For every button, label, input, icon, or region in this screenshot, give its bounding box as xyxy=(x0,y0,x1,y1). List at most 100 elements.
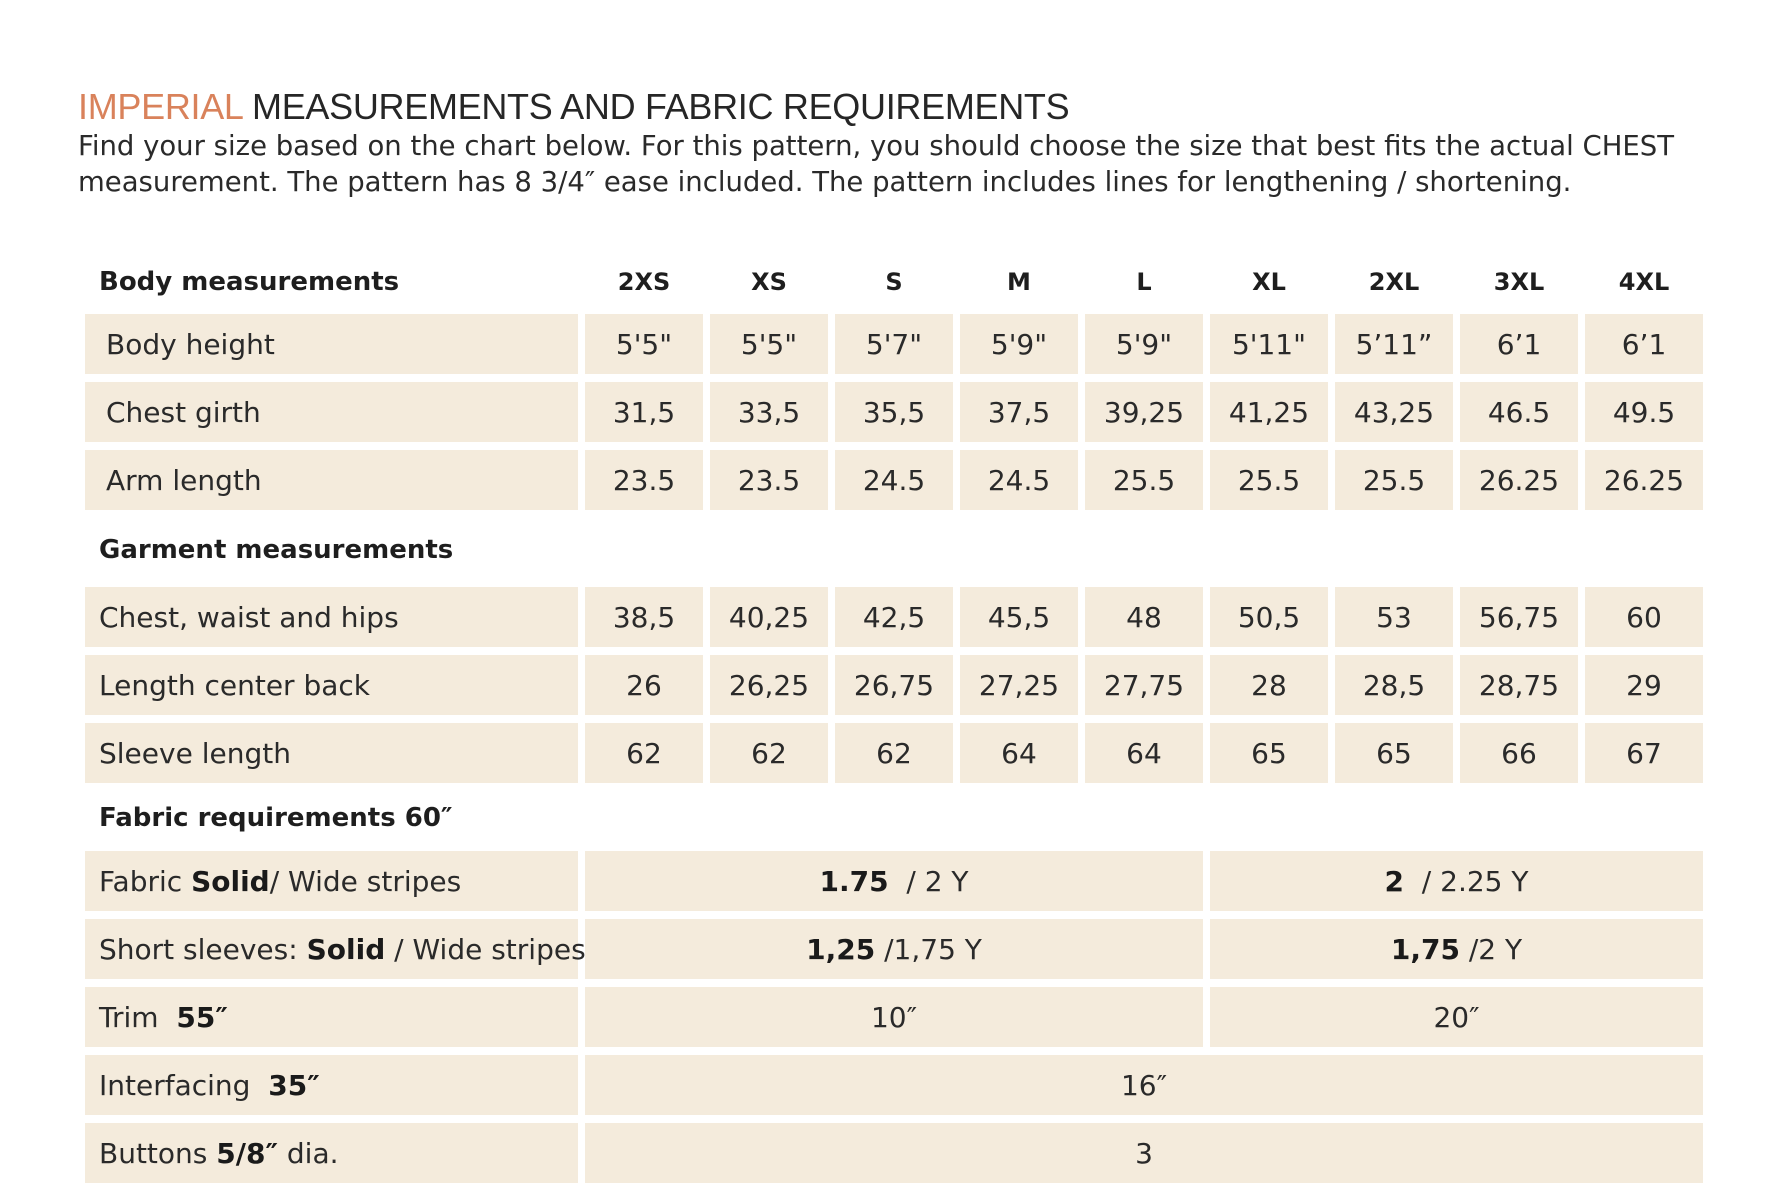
table-cell: 5'9" xyxy=(960,314,1078,374)
row-label-sleeve-length: Sleeve length xyxy=(85,723,578,783)
row-label-trim: Trim 55″ xyxy=(85,987,578,1047)
table-cell: 26.25 xyxy=(1460,450,1578,510)
row-label-length-center-back: Length center back xyxy=(85,655,578,715)
trim-value-large-sizes: 20″ xyxy=(1210,987,1703,1047)
buttons-value: 3 xyxy=(585,1123,1703,1183)
value-bold: 1,75 xyxy=(1390,932,1460,966)
table-cell: 37,5 xyxy=(960,382,1078,442)
table-cell: 25.5 xyxy=(1085,450,1203,510)
row-label-interfacing: Interfacing 35″ xyxy=(85,1055,578,1115)
table-cell: 67 xyxy=(1585,723,1703,783)
table-cell: 6’1 xyxy=(1585,314,1703,374)
title-rest: MEASUREMENTS AND FABRIC REQUIREMENTS xyxy=(242,86,1070,127)
table-cell: 64 xyxy=(1085,723,1203,783)
interfacing-value: 16″ xyxy=(585,1055,1703,1115)
size-header: L xyxy=(1136,268,1152,296)
label-bold: Solid xyxy=(191,864,270,898)
table-cell: 5'5" xyxy=(710,314,828,374)
label-part: Trim xyxy=(99,1000,177,1034)
table-cell: 35,5 xyxy=(835,382,953,442)
row-label-arm-length: Arm length xyxy=(85,450,578,510)
label-part: Fabric xyxy=(99,864,183,898)
size-header: 2XL xyxy=(1368,268,1420,296)
table-cell: 28,5 xyxy=(1335,655,1453,715)
intro-line-1: Find your size based on the chart below.… xyxy=(78,130,1675,162)
table-cell: 40,25 xyxy=(710,587,828,647)
table-cell: 49.5 xyxy=(1585,382,1703,442)
value-rest: / 2.25 Y xyxy=(1404,864,1529,898)
table-cell: 64 xyxy=(960,723,1078,783)
label-part: / Wide stripes xyxy=(269,864,462,898)
fabric-value-small-sizes: 1.75 / 2 Y xyxy=(585,851,1203,911)
row-label-short-sleeves: Short sleeves: Solid / Wide stripes xyxy=(85,919,586,979)
size-header: 3XL xyxy=(1493,268,1545,296)
label-bold: Solid xyxy=(306,932,386,966)
label-part: Short sleeves: xyxy=(99,932,307,966)
size-header: XS xyxy=(751,268,787,296)
value-rest: /1,75 Y xyxy=(875,932,982,966)
short-sleeves-value-small-sizes: 1,25 /1,75 Y xyxy=(585,919,1203,979)
table-cell: 24.5 xyxy=(835,450,953,510)
table-cell: 26,75 xyxy=(835,655,953,715)
table-cell: 5'9" xyxy=(1085,314,1203,374)
row-label-body-height: Body height xyxy=(85,314,578,374)
table-cell: 56,75 xyxy=(1460,587,1578,647)
row-label-chest-waist-hips: Chest, waist and hips xyxy=(85,587,578,647)
table-cell: 26.25 xyxy=(1585,450,1703,510)
table-cell: 27,75 xyxy=(1085,655,1203,715)
table-cell: 5'5" xyxy=(585,314,703,374)
table-cell: 42,5 xyxy=(835,587,953,647)
table-cell: 62 xyxy=(585,723,703,783)
table-cell: 29 xyxy=(1585,655,1703,715)
trim-value-small-sizes: 10″ xyxy=(585,987,1203,1047)
value-rest: / 2 Y xyxy=(888,864,969,898)
value-bold: 1.75 xyxy=(819,864,889,898)
page-title: IMPERIAL MEASUREMENTS AND FABRIC REQUIRE… xyxy=(78,86,1070,128)
fabric-requirements-header: Fabric requirements 60″ xyxy=(99,803,453,833)
table-cell: 5’11” xyxy=(1335,314,1453,374)
value-rest: /2 Y xyxy=(1459,932,1523,966)
table-cell: 27,25 xyxy=(960,655,1078,715)
size-header: S xyxy=(885,268,903,296)
table-cell: 39,25 xyxy=(1085,382,1203,442)
table-cell: 31,5 xyxy=(585,382,703,442)
row-label-fabric: Fabric Solid / Wide stripes xyxy=(85,851,578,911)
size-header: M xyxy=(1007,268,1031,296)
table-cell: 48 xyxy=(1085,587,1203,647)
table-cell: 65 xyxy=(1335,723,1453,783)
table-cell: 62 xyxy=(710,723,828,783)
table-cell: 41,25 xyxy=(1210,382,1328,442)
table-cell: 60 xyxy=(1585,587,1703,647)
size-header: 4XL xyxy=(1618,268,1670,296)
table-cell: 26,25 xyxy=(710,655,828,715)
table-cell: 65 xyxy=(1210,723,1328,783)
table-cell: 46.5 xyxy=(1460,382,1578,442)
label-part: / Wide stripes xyxy=(385,932,586,966)
table-cell: 25.5 xyxy=(1210,450,1328,510)
table-cell: 33,5 xyxy=(710,382,828,442)
table-cell: 38,5 xyxy=(585,587,703,647)
table-cell: 28 xyxy=(1210,655,1328,715)
table-cell: 45,5 xyxy=(960,587,1078,647)
table-cell: 53 xyxy=(1335,587,1453,647)
table-cell: 24.5 xyxy=(960,450,1078,510)
garment-measurements-header: Garment measurements xyxy=(99,535,454,565)
table-cell: 66 xyxy=(1460,723,1578,783)
table-cell: 62 xyxy=(835,723,953,783)
row-label-buttons: Buttons 5/8″ dia. xyxy=(85,1123,578,1183)
intro-text: Find your size based on the chart below.… xyxy=(78,128,1738,200)
table-cell: 25.5 xyxy=(1335,450,1453,510)
label-part: dia. xyxy=(277,1136,339,1170)
table-cell: 26 xyxy=(585,655,703,715)
table-cell: 5'7" xyxy=(835,314,953,374)
fabric-value-large-sizes: 2 / 2.25 Y xyxy=(1210,851,1703,911)
intro-line-2: measurement. The pattern has 8 3/4″ ease… xyxy=(78,166,1572,198)
table-cell: 43,25 xyxy=(1335,382,1453,442)
table-cell: 5'11" xyxy=(1210,314,1328,374)
row-label-chest-girth: Chest girth xyxy=(85,382,578,442)
table-cell: 6’1 xyxy=(1460,314,1578,374)
table-cell: 23.5 xyxy=(710,450,828,510)
label-bold: 35″ xyxy=(268,1068,320,1102)
table-cell: 50,5 xyxy=(1210,587,1328,647)
